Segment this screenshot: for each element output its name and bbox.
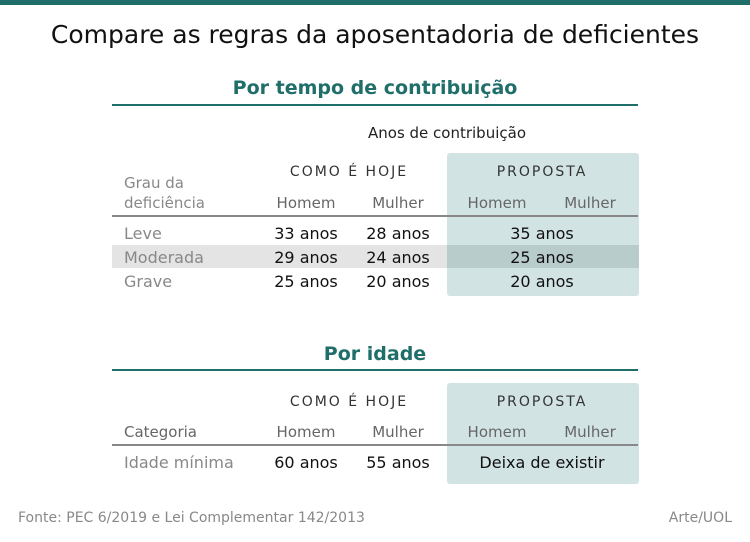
divider bbox=[112, 444, 638, 446]
divider bbox=[112, 369, 638, 371]
proposal-highlight bbox=[447, 383, 639, 484]
row-label: Grave bbox=[124, 272, 173, 291]
row-highlight bbox=[112, 245, 447, 268]
section-heading-age: Por idade bbox=[323, 343, 427, 365]
cell: 28 anos bbox=[366, 224, 430, 243]
cell: 25 anos bbox=[274, 272, 338, 291]
proposal-highlight bbox=[447, 153, 639, 296]
col-header: Homem bbox=[276, 423, 336, 441]
cell: 35 anos bbox=[510, 224, 574, 243]
cell: Deixa de existir bbox=[479, 453, 605, 472]
source-note: Fonte: PEC 6/2019 e Lei Complementar 142… bbox=[18, 510, 365, 526]
subheading: Anos de contribuição bbox=[367, 124, 527, 142]
group-proposal: PROPOSTA bbox=[496, 164, 588, 180]
col-header: Mulher bbox=[372, 423, 424, 441]
row-header: deficiência bbox=[124, 194, 205, 212]
cell: 60 anos bbox=[274, 453, 338, 472]
divider bbox=[112, 215, 638, 217]
col-header: Homem bbox=[276, 194, 336, 212]
cell: 29 anos bbox=[274, 248, 338, 267]
cell: 55 anos bbox=[366, 453, 430, 472]
row-highlight-proposal bbox=[447, 245, 639, 268]
row-label: Leve bbox=[124, 224, 162, 243]
group-today: COMO É HOJE bbox=[289, 164, 409, 180]
row-label: Moderada bbox=[124, 248, 204, 267]
col-header: Homem bbox=[467, 194, 527, 212]
cell: 20 anos bbox=[510, 272, 574, 291]
row-label: Idade mínima bbox=[124, 453, 234, 472]
group-today: COMO É HOJE bbox=[289, 394, 409, 410]
divider bbox=[112, 104, 638, 106]
col-header: Homem bbox=[467, 423, 527, 441]
row-header: Categoria bbox=[124, 423, 198, 441]
page-title: Compare as regras da aposentadoria de de… bbox=[50, 20, 700, 49]
group-proposal: PROPOSTA bbox=[496, 394, 588, 410]
cell: 25 anos bbox=[510, 248, 574, 267]
cell: 20 anos bbox=[366, 272, 430, 291]
top-bar bbox=[0, 0, 750, 5]
col-header: Mulher bbox=[564, 423, 616, 441]
col-header: Mulher bbox=[372, 194, 424, 212]
credit: Arte/UOL bbox=[668, 510, 732, 526]
cell: 33 anos bbox=[274, 224, 338, 243]
cell: 24 anos bbox=[366, 248, 430, 267]
col-header: Mulher bbox=[564, 194, 616, 212]
section-heading-contribution: Por tempo de contribuição bbox=[232, 77, 518, 99]
row-header: Grau da bbox=[124, 174, 184, 192]
